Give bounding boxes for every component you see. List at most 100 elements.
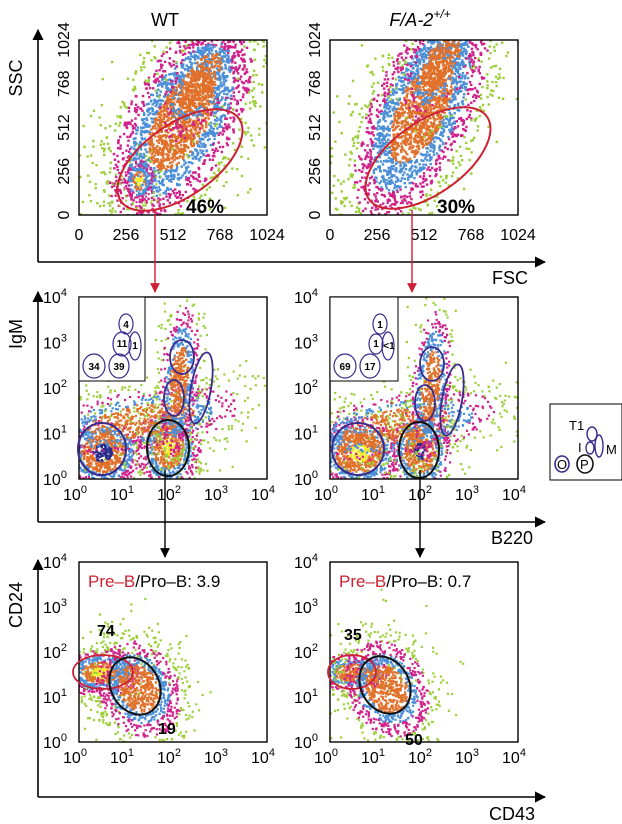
log-y-tick-label: 104 — [43, 552, 67, 572]
ratio-suffix-fa2: /Pro–B: 0.7 — [386, 572, 471, 591]
upper-gate-value-fa2: 35 — [344, 627, 362, 644]
ssc-axis-title: SSC — [6, 59, 26, 96]
inset-box-fa2 — [329, 296, 399, 382]
log-x-tick-label: 101 — [361, 747, 385, 767]
igm-axis-title: IgM — [6, 319, 26, 349]
fsc-tick-label: 1024 — [500, 227, 536, 244]
ratio-suffix-wt: /Pro–B: 3.9 — [135, 572, 220, 591]
log-x-tick-label: 103 — [204, 484, 228, 504]
inset-value-c-fa2: <1 — [383, 341, 395, 352]
log-x-tick-label: 101 — [110, 747, 134, 767]
log-y-tick-label: 101 — [294, 687, 318, 707]
log-y-tick-label: 103 — [43, 333, 67, 353]
log-x-tick-label: 103 — [455, 484, 479, 504]
log-y-tick-label: 100 — [43, 732, 67, 752]
pre-b-gate-wt — [72, 654, 134, 690]
plot-fa2-cd24-cd43: Pre–B/Pro–B: 0.7 35 50 — [327, 561, 519, 749]
inset-value-b-fa2: 1 — [373, 339, 379, 350]
log-y-tick-label: 101 — [43, 424, 67, 444]
lower-gate-value-fa2: 50 — [405, 732, 423, 749]
log-x-tick-label: 101 — [110, 484, 134, 504]
row1-axis-frame — [32, 28, 547, 268]
legend-label-i: I — [578, 440, 582, 455]
plot-wt-cd24-cd43: Pre–B/Pro–B: 3.9 74 19 — [72, 561, 268, 743]
log-y-tick-label: 101 — [43, 687, 67, 707]
log-x-tick-label: 102 — [157, 747, 181, 767]
inset-value-d-fa2: 69 — [339, 362, 351, 373]
lymphocyte-gate-wt — [116, 108, 244, 212]
column-title-fa2-superscript: +/+ — [433, 7, 450, 21]
log-y-tick-label: 104 — [43, 287, 67, 307]
inset-value-e-wt: 39 — [113, 362, 125, 373]
log-y-tick-label: 103 — [43, 597, 67, 617]
b220-axis-title: B220 — [491, 528, 533, 548]
column-title-wt: WT — [151, 10, 179, 30]
log-y-tick-label: 102 — [43, 378, 67, 398]
fsc-tick-label: 512 — [411, 227, 438, 244]
log-x-tick-label: 100 — [314, 484, 338, 504]
fsc-tick-label: 256 — [113, 227, 140, 244]
inset-value-a-fa2: 1 — [377, 320, 383, 331]
legend-label-p: P — [580, 457, 589, 472]
inset-value-e-fa2: 17 — [364, 362, 376, 373]
ssc-tick-label: 768 — [56, 70, 73, 97]
fsc-tick-label: 0 — [75, 227, 84, 244]
tick-labels: 0 256 512 768 1024 0 256 512 768 1024 0 256 512 768 10… — [43, 22, 536, 767]
fsc-tick-label: 256 — [364, 227, 391, 244]
lymphocyte-gate-fa2 — [364, 106, 492, 210]
log-x-tick-label: 104 — [251, 747, 275, 767]
inset-value-d-wt: 34 — [88, 362, 100, 373]
log-x-tick-label: 102 — [408, 747, 432, 767]
legend-label-t1: T1 — [569, 418, 584, 433]
gate-percent-wt: 46% — [186, 197, 224, 218]
log-y-tick-label: 102 — [294, 642, 318, 662]
cd24-axis-title: CD24 — [6, 582, 26, 628]
inset-value-b-wt: 11 — [117, 339, 128, 350]
ssc-tick-label: 512 — [307, 114, 324, 141]
log-y-tick-label: 102 — [43, 642, 67, 662]
log-y-tick-label: 100 — [294, 469, 318, 489]
ssc-tick-label: 0 — [307, 210, 324, 219]
ratio-prefix-fa2: Pre–B — [339, 572, 386, 591]
plot-wt-igm-b220: 4 11 1 34 39 — [77, 296, 268, 480]
column-title-fa2-main: F/A-2 — [389, 10, 433, 30]
plot-fa2-ssc-fsc: 30% — [329, 39, 519, 218]
fsc-tick-label: 0 — [326, 227, 335, 244]
cd43-axis-title: CD43 — [489, 804, 535, 824]
legend-label-o: O — [557, 457, 567, 472]
ssc-tick-label: 1024 — [307, 22, 324, 58]
log-y-tick-label: 100 — [43, 469, 67, 489]
fsc-tick-label: 768 — [458, 227, 485, 244]
gate-percent-fa2: 30% — [437, 197, 475, 218]
log-x-tick-label: 104 — [502, 484, 526, 504]
log-x-tick-label: 100 — [63, 747, 87, 767]
pre-b-gate-fa2 — [327, 654, 377, 690]
ssc-tick-label: 512 — [56, 114, 73, 141]
log-x-tick-label: 102 — [408, 484, 432, 504]
plot-wt-ssc-fsc: 46% — [78, 39, 268, 218]
pro-b-gate-fa2 — [358, 655, 412, 715]
row2-axis-frame — [32, 290, 547, 528]
gate-legend: T1 I M O P — [549, 403, 622, 481]
ssc-tick-label: 256 — [307, 158, 324, 185]
ssc-tick-label: 256 — [56, 158, 73, 185]
fsc-tick-label: 512 — [160, 227, 187, 244]
ssc-tick-label: 1024 — [56, 22, 73, 58]
fsc-tick-label: 768 — [207, 227, 234, 244]
log-y-tick-label: 101 — [294, 424, 318, 444]
lower-gate-value-wt: 19 — [158, 721, 176, 738]
log-x-tick-label: 102 — [157, 484, 181, 504]
inset-box-wt — [78, 296, 146, 382]
log-y-tick-label: 103 — [294, 597, 318, 617]
upper-gate-value-wt: 74 — [97, 623, 115, 640]
log-y-tick-label: 104 — [294, 552, 318, 572]
column-title-fa2: F/A-2+/+ — [389, 7, 450, 30]
log-y-tick-label: 102 — [294, 378, 318, 398]
fsc-tick-label: 1024 — [249, 227, 285, 244]
log-y-tick-label: 104 — [294, 287, 318, 307]
log-x-tick-label: 104 — [502, 747, 526, 767]
ratio-prefix-wt: Pre–B — [88, 572, 135, 591]
inset-value-c-wt: 1 — [132, 341, 138, 352]
log-x-tick-label: 103 — [455, 747, 479, 767]
